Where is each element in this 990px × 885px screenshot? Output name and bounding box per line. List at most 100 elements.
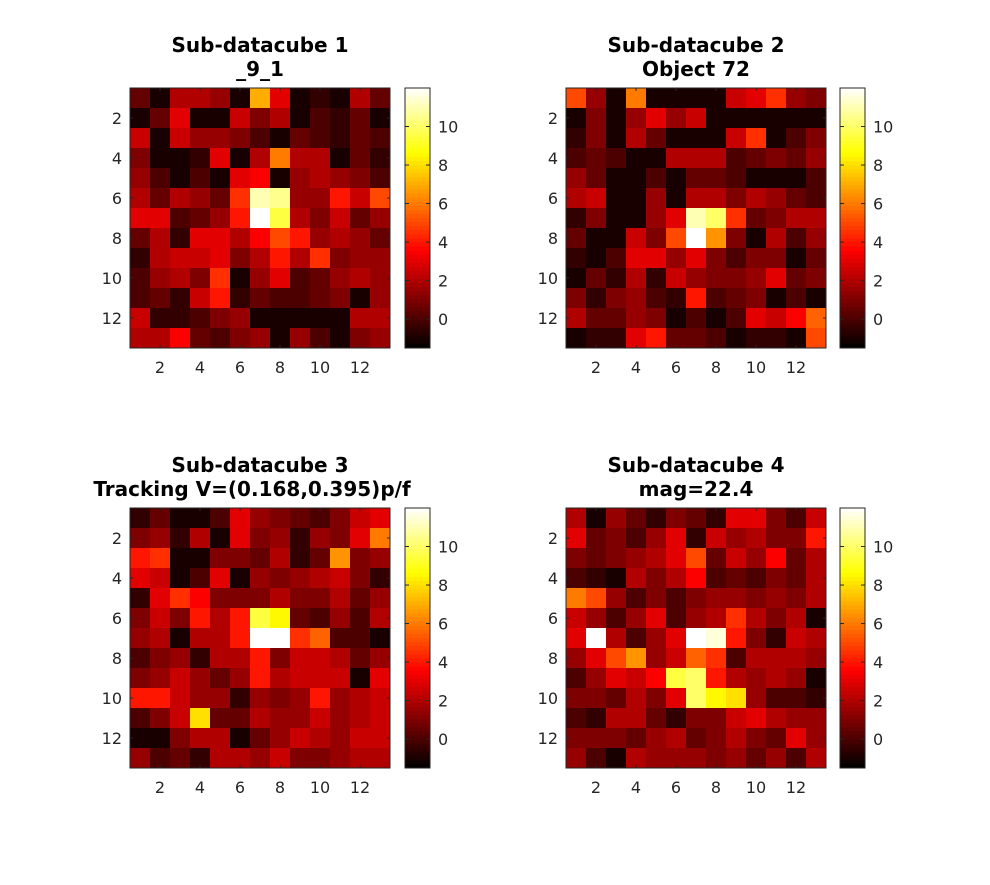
subplot-1-colorbar-segment [405, 148, 430, 154]
subplot-3-cell-r12-c12 [350, 728, 371, 749]
subplot-4-cell-r12-c9 [726, 728, 747, 749]
subplot-2-cell-r7-c6 [666, 208, 687, 229]
subplot-1-cell-r1-c2 [150, 88, 171, 109]
subplot-4-cell-r4-c8 [706, 568, 727, 589]
subplot-4-colorbar-segment [840, 759, 865, 765]
subplot-3-cell-r4-c9 [290, 568, 311, 589]
subplot-2-cell-r7-c11 [766, 208, 787, 229]
subplot-3-cell-r7-c7 [250, 628, 271, 649]
subplot-1-cell-r4-c8 [270, 148, 291, 169]
subplot-4-cell-r6-c13 [806, 608, 827, 629]
subplot-1-colorbar-segment [405, 116, 430, 121]
subplot-1-cell-r12-c6 [230, 308, 251, 329]
subplot-2-cell-r3-c4 [626, 128, 647, 149]
subplot-1-colorbar-segment [405, 315, 430, 320]
subplot-3-cell-r10-c5 [210, 688, 231, 709]
subplot-2-cell-r9-c9 [726, 248, 747, 269]
subplot-1-cell-r8-c13 [370, 228, 391, 249]
subplot-4-cell-r3-c7 [686, 548, 707, 569]
subplot-1-cell-r4-c1 [130, 148, 151, 169]
subplot-2-cell-r13-c7 [686, 328, 707, 349]
subplot-1-colorbar-segment [405, 189, 430, 195]
subplot-3-ytick-label: 4 [112, 569, 122, 588]
subplot-2-cell-r8-c9 [726, 228, 747, 249]
subplot-2-colorbar-segment [840, 144, 865, 150]
subplot-2-xtick-label: 8 [711, 358, 721, 377]
subplot-2-cell-r11-c4 [626, 288, 647, 309]
subplot-1-cell-r13-c1 [130, 328, 151, 349]
subplot-4-colorbar-segment [840, 532, 865, 537]
subplot-1-colorbar-segment [405, 181, 430, 186]
subplot-1-cell-r12-c10 [310, 308, 331, 329]
subplot-3-colorbar-segment [405, 577, 430, 582]
subplot-2-cell-r3-c8 [706, 128, 727, 149]
subplot-3-cell-r11-c11 [330, 708, 351, 729]
subplot-2-cell-r8-c12 [786, 228, 807, 249]
subplot-3-cell-r6-c8 [270, 608, 291, 629]
subplot-4-colorbar-segment [840, 601, 865, 606]
subplot-3-cell-r1-c12 [350, 508, 371, 529]
subplot-3-cell-r1-c7 [250, 508, 271, 529]
subplot-2-colorbar-tick-label: 2 [873, 272, 883, 291]
subplot-2-colorbar-segment [840, 96, 865, 101]
subplot-2-cell-r1-c2 [586, 88, 607, 109]
subplot-3-cell-r3-c3 [170, 548, 191, 569]
subplot-3-colorbar-segment [405, 573, 430, 578]
subplot-1-cell-r5-c12 [350, 168, 371, 189]
subplot-3-cell-r1-c3 [170, 508, 191, 529]
subplot-2-cell-r12-c4 [626, 308, 647, 329]
subplot-3-colorbar-tick-label: 2 [438, 692, 448, 711]
subplot-1-colorbar-segment [405, 262, 430, 268]
subplot-1-cell-r1-c12 [350, 88, 371, 109]
subplot-2-cell-r12-c7 [686, 308, 707, 329]
subplot-4-cell-r3-c8 [706, 548, 727, 569]
subplot-3-colorbar-segment [405, 650, 430, 655]
subplot-2-cell-r2-c7 [686, 108, 707, 129]
subplot-4-cell-r10-c10 [746, 688, 767, 709]
subplot-2-colorbar-segment [840, 274, 865, 280]
subplot-2-colorbar-segment [840, 234, 865, 239]
subplot-4-xtick-label: 2 [591, 778, 601, 797]
subplot-4-ytick-label: 10 [538, 689, 558, 708]
subplot-3-cell-r7-c13 [370, 628, 391, 649]
subplot-1-colorbar-segment [405, 173, 430, 178]
subplot-4-cell-r4-c1 [566, 568, 587, 589]
subplot-3-cell-r13-c3 [170, 748, 191, 769]
subplot-4-cell-r2-c4 [626, 528, 647, 549]
subplot-1-cell-r13-c10 [310, 328, 331, 349]
subplot-1-colorbar-box [404, 87, 431, 349]
subplot-1-cell-r4-c10 [310, 148, 331, 169]
subplot-3-colorbar-segment [405, 560, 430, 566]
subplot-2-cell-r9-c4 [626, 248, 647, 269]
subplot-2-cell-r11-c5 [646, 288, 667, 309]
subplot-2-cell-r6-c3 [606, 188, 627, 209]
subplot-4-colorbar-segment [840, 540, 865, 545]
subplot-3-colorbar-segment [405, 512, 430, 517]
subplot-1-cell-r12-c8 [270, 308, 291, 329]
subplot-2-colorbar-tick-label: 4 [873, 233, 883, 252]
subplot-4-cell-r10-c8 [706, 688, 727, 709]
subplot-4-cell-r3-c1 [566, 548, 587, 569]
subplot-3-colorbar-segment [405, 662, 430, 667]
subplot-2-cell-r12-c13 [806, 308, 827, 329]
subplot-1-cell-r13-c9 [290, 328, 311, 349]
subplot-3-cell-r8-c8 [270, 648, 291, 669]
subplot-2-cell-r3-c5 [646, 128, 667, 149]
subplot-1-cell-r9-c8 [270, 248, 291, 269]
subplot-4-cell-r9-c8 [706, 668, 727, 689]
subplot-2-cell-r5-c5 [646, 168, 667, 189]
subplot-3-cell-r9-c8 [270, 668, 291, 689]
subplot-1-cell-r13-c11 [330, 328, 351, 349]
subplot-4-colorbar-segment [840, 703, 865, 708]
subplot-2-cell-r1-c11 [766, 88, 787, 109]
subplot-1-cell-r1-c6 [230, 88, 251, 109]
subplot-3-colorbar-segment [405, 674, 430, 680]
subplot-2-colorbar-segment [840, 226, 865, 231]
subplot-4-cell-r2-c2 [586, 528, 607, 549]
subplot-3-cell-r5-c9 [290, 588, 311, 609]
subplot-3-cell-r9-c1 [130, 668, 151, 689]
subplot-4-colorbar-segment [840, 536, 865, 541]
subplot-1-colorbar-segment [405, 283, 430, 288]
subplot-4-colorbar-segment [840, 711, 865, 716]
